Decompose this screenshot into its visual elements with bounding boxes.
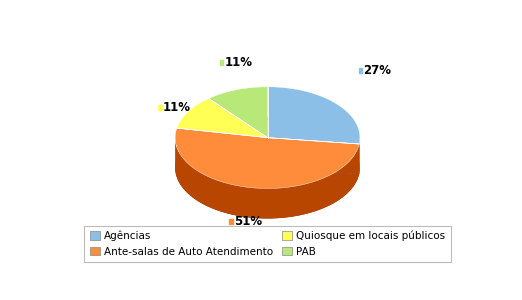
Ellipse shape — [175, 117, 360, 218]
Bar — [229, 219, 233, 224]
Polygon shape — [177, 98, 267, 138]
Legend: Agências, Ante-salas de Auto Atendimento, Quiosque em locais públicos, PAB: Agências, Ante-salas de Auto Atendimento… — [85, 226, 450, 262]
Polygon shape — [209, 87, 267, 138]
Polygon shape — [267, 138, 359, 174]
Bar — [159, 105, 162, 110]
Bar — [220, 60, 223, 65]
Text: 11%: 11% — [163, 101, 191, 114]
Polygon shape — [175, 128, 359, 188]
Polygon shape — [267, 138, 359, 174]
Polygon shape — [267, 87, 360, 144]
Polygon shape — [175, 138, 359, 218]
Polygon shape — [359, 138, 360, 174]
Text: 27%: 27% — [363, 64, 392, 77]
Bar — [359, 68, 362, 73]
Text: 11%: 11% — [225, 56, 253, 69]
Text: 51%: 51% — [234, 215, 262, 228]
